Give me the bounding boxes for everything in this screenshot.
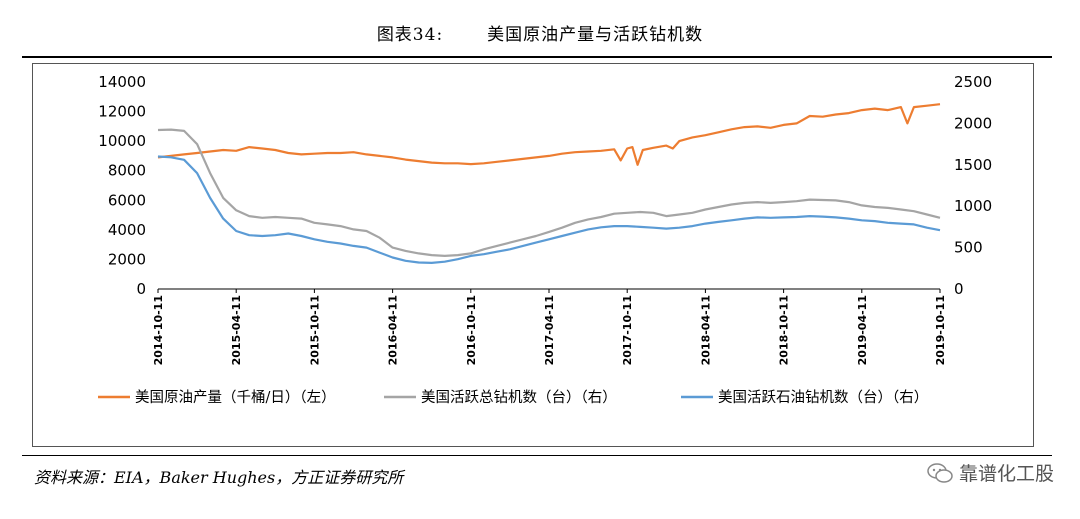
series-line-2 [157, 128, 941, 257]
watermark-text: 靠谱化工股 [958, 463, 1054, 485]
x-tick-label: 2016-10-11 [465, 295, 478, 365]
y-right-tick-label: 0 [954, 280, 964, 298]
legend-label-2: 美国活跃总钻机数（台）（右） [421, 389, 617, 406]
chart-frame [32, 63, 1034, 447]
y-left-tick-label: 0 [136, 280, 146, 298]
y-left-tick-label: 6000 [108, 191, 146, 209]
y-right-tick-label: 2000 [954, 114, 992, 132]
bottom-divider [22, 455, 1052, 456]
y-left-tick-label: 2000 [108, 250, 146, 268]
legend-label-3: 美国活跃石油钻机数（台）（右） [718, 389, 928, 406]
x-tick-label: 2015-10-11 [308, 295, 321, 365]
y-left-tick-label: 8000 [108, 162, 146, 180]
series-line-3 [157, 155, 941, 264]
legend-label-1: 美国原油产量（千桶/日）（左） [135, 389, 336, 406]
chart-title-row: 图表34: 美国原油产量与活跃钻机数 [0, 20, 1080, 45]
y-right-tick-label: 1000 [954, 197, 992, 215]
x-tick-label: 2015-04-11 [230, 295, 243, 365]
wechat-icon [927, 462, 953, 483]
x-tick-label: 2019-04-11 [856, 295, 869, 365]
x-tick-label: 2017-10-11 [621, 295, 634, 365]
y-left-tick-label: 14000 [98, 73, 146, 91]
y-left-tick-label: 10000 [98, 132, 146, 150]
source-note: 资料来源：EIA，Baker Hughes，方正证券研究所 [34, 468, 404, 487]
watermark: 靠谱化工股 [927, 459, 1054, 486]
x-tick-label: 2016-04-11 [387, 295, 400, 365]
figure-number: 图表34: [376, 25, 444, 45]
x-tick-label: 2014-10-11 [152, 295, 165, 365]
x-tick-label: 2018-10-11 [778, 295, 791, 365]
x-tick-label: 2017-04-11 [543, 295, 556, 365]
x-tick-label: 2019-10-11 [934, 295, 947, 365]
y-left-tick-label: 4000 [108, 221, 146, 239]
y-right-tick-label: 1500 [954, 156, 992, 174]
x-tick-label: 2018-04-11 [699, 295, 712, 365]
series-line-1 [157, 103, 941, 166]
y-right-tick-label: 2500 [954, 73, 992, 91]
chart-title: 美国原油产量与活跃钻机数 [487, 25, 704, 45]
top-divider [22, 56, 1052, 58]
y-left-tick-label: 12000 [98, 103, 146, 121]
y-right-tick-label: 500 [954, 239, 983, 257]
